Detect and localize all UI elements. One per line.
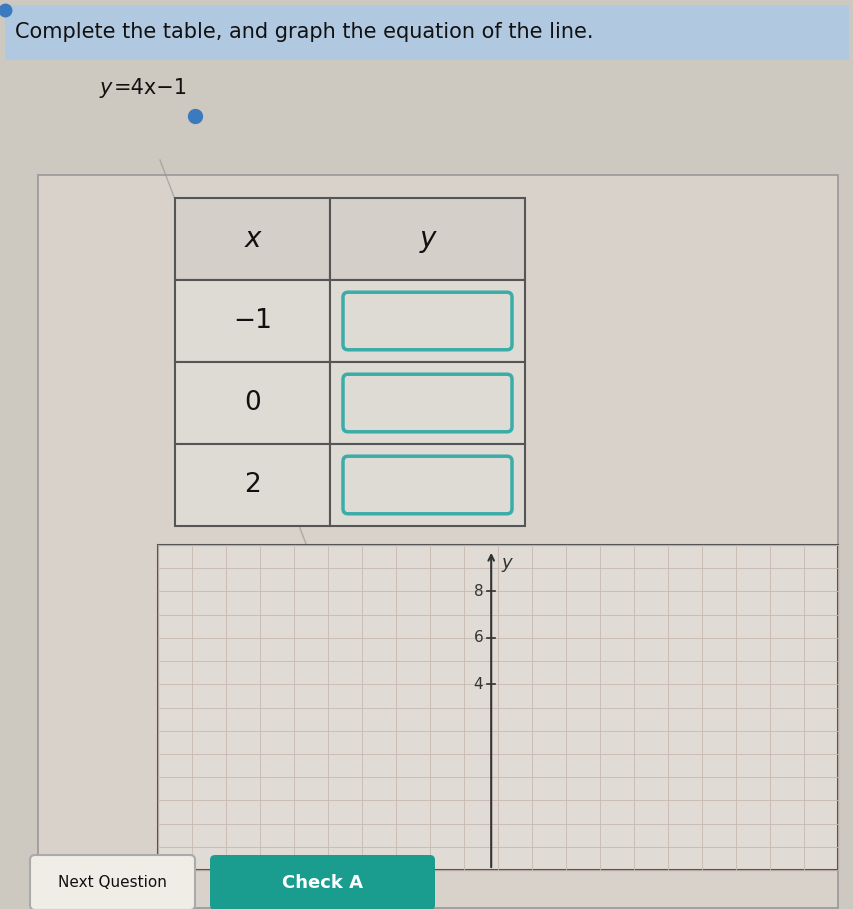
Text: Check A: Check A [281,874,363,892]
Text: x: x [244,225,260,253]
Text: 0: 0 [244,390,260,416]
Text: 6: 6 [473,630,483,645]
Bar [329,444,525,526]
Bar [329,198,525,280]
Text: =4x−1: =4x−1 [113,78,188,98]
FancyBboxPatch shape [343,375,512,432]
Text: 4: 4 [473,677,483,692]
FancyBboxPatch shape [210,855,434,909]
Bar [158,545,837,870]
Text: Complete the table, and graph the equation of the line.: Complete the table, and graph the equati… [15,23,593,43]
Text: Next Question: Next Question [58,875,166,890]
Bar [5,5,848,60]
Bar [175,280,329,362]
FancyBboxPatch shape [343,456,512,514]
Bar [329,362,525,444]
Text: 2: 2 [244,472,260,498]
FancyBboxPatch shape [30,855,194,909]
Text: y: y [419,225,435,253]
FancyBboxPatch shape [343,292,512,350]
Text: y: y [501,554,511,572]
Text: −1: −1 [233,308,271,334]
Text: 8: 8 [473,584,483,599]
Bar [175,444,329,526]
Bar [329,280,525,362]
Bar [175,198,329,280]
Bar [38,175,837,908]
Bar [175,362,329,444]
Text: y: y [100,78,113,98]
